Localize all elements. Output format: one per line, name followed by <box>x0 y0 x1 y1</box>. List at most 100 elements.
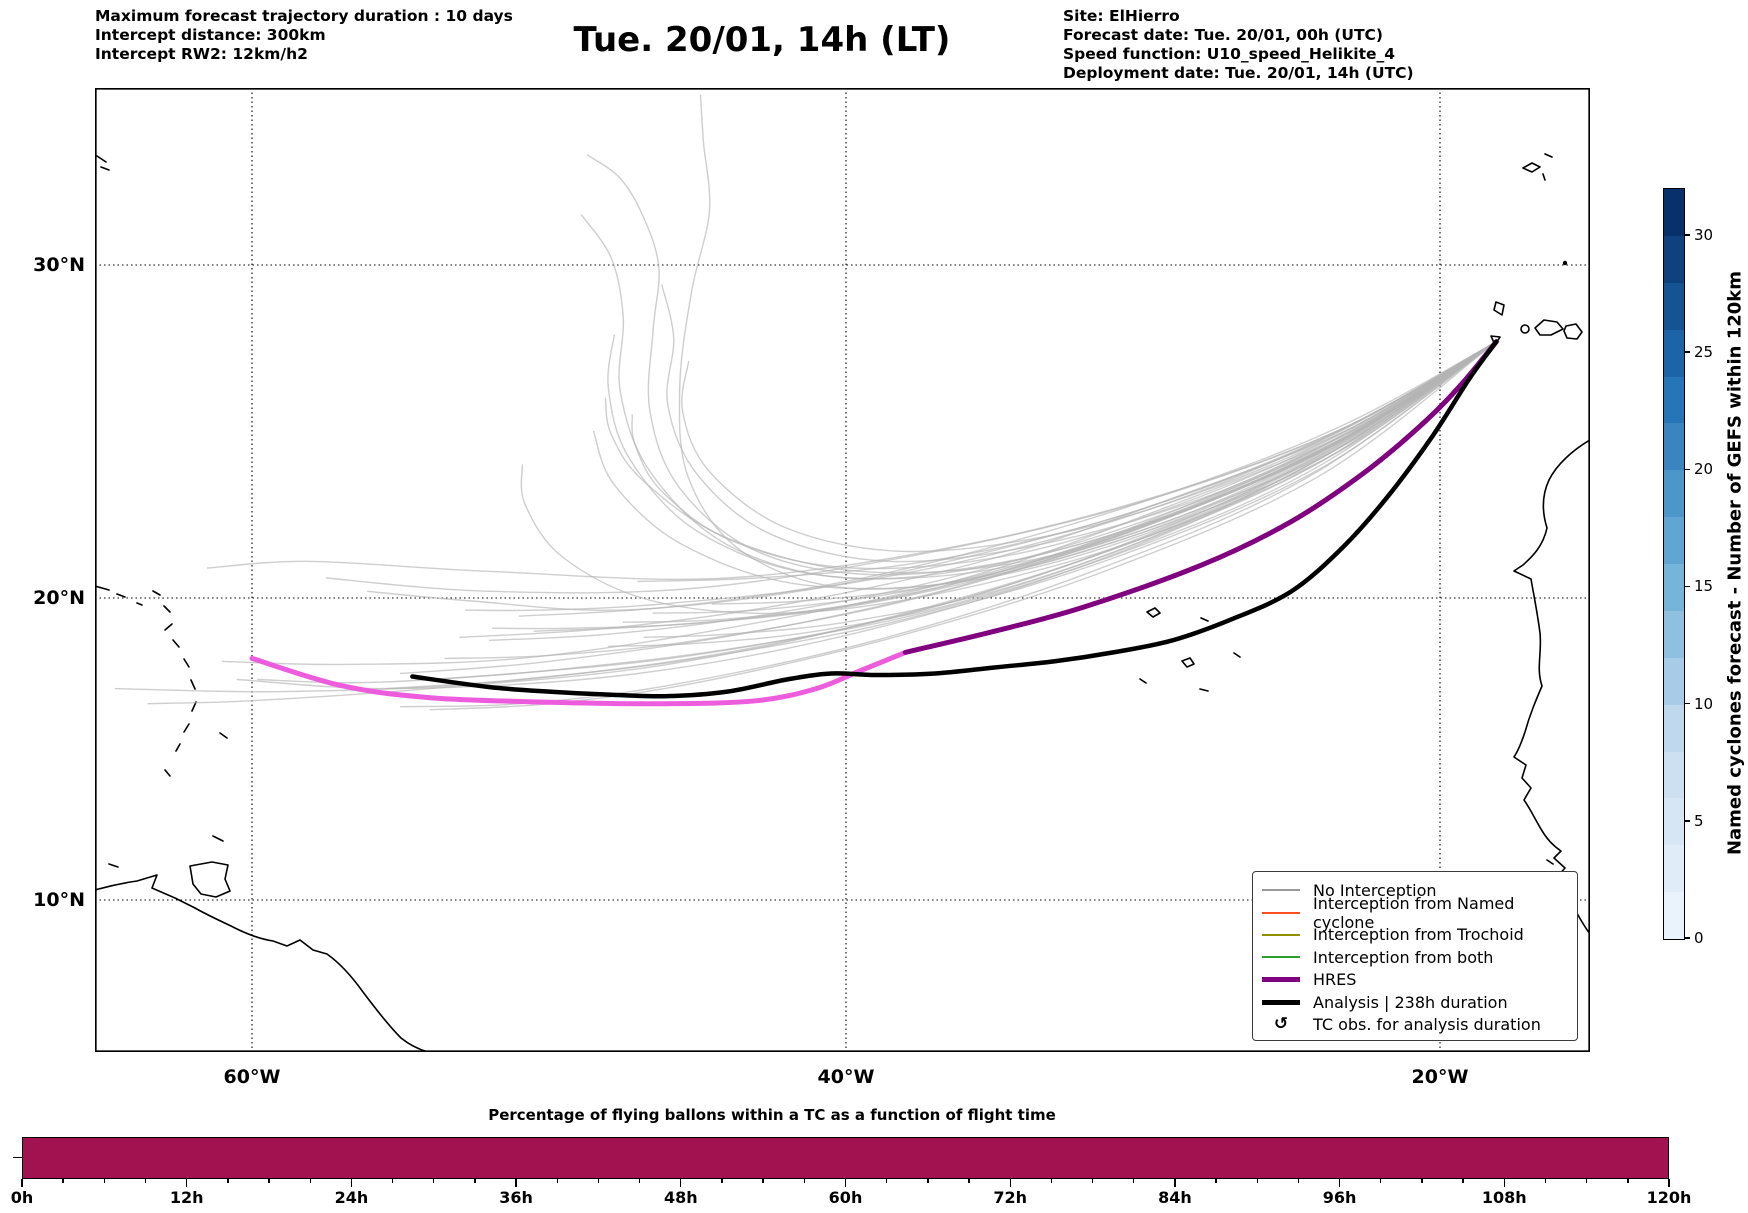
bottom-x-tick-label: 0h <box>10 1188 34 1207</box>
bottom-minor-tick <box>433 1179 435 1183</box>
intercept-rw2-line: Intercept RW2: 12km/h2 <box>95 45 308 63</box>
tc-obs-icon: ↺ <box>1262 1016 1300 1033</box>
legend-item: Interception from both <box>1262 946 1569 968</box>
bottom-minor-tick <box>103 1179 106 1183</box>
y-tick-label: 10°N <box>33 889 85 911</box>
bottom-minor-tick <box>1256 1179 1258 1183</box>
ensemble-trajectory <box>678 94 1498 590</box>
bottom-major-tick <box>21 1179 23 1187</box>
max-duration-line: Maximum forecast trajectory duration : 1… <box>95 7 513 25</box>
analysis-line <box>410 339 1499 699</box>
bottom-major-tick <box>186 1179 188 1187</box>
colorbar-band <box>1664 657 1684 705</box>
ensemble-trajectory <box>518 340 1498 617</box>
y-tick-label: 20°N <box>33 587 85 609</box>
colorbar-band <box>1664 844 1684 893</box>
ensemble-trajectory <box>221 340 1498 666</box>
ensemble-trajectory <box>592 340 1498 590</box>
ensemble-trajectory <box>399 340 1498 675</box>
speed-function-line: Speed function: U10_speed_Helikite_4 <box>1063 45 1396 63</box>
ensemble-trajectory <box>681 340 1498 553</box>
bottom-minor-tick <box>1462 1179 1464 1183</box>
coastlines <box>95 153 1590 1052</box>
ensemble-trajectory <box>631 340 1498 570</box>
ensemble-trajectory <box>384 340 1498 690</box>
bottom-minor-tick <box>1091 1179 1094 1183</box>
bottom-minor-tick <box>1544 1179 1547 1183</box>
legend-label: Interception from Trochoid <box>1313 925 1524 945</box>
coast-margarita <box>108 863 119 868</box>
colorbar-band <box>1664 891 1684 939</box>
colorbar-band <box>1664 329 1684 377</box>
x-tick-label: 60°W <box>223 1066 281 1088</box>
bottom-chart-ytick <box>13 1157 22 1159</box>
bottom-minor-tick <box>1050 1179 1053 1183</box>
colorbar-tick-label: 10 <box>1694 694 1714 713</box>
legend-line-swatch <box>1262 933 1300 936</box>
bottom-minor-tick <box>721 1179 723 1183</box>
bottom-minor-tick <box>391 1179 394 1183</box>
legend-label: HRES <box>1313 970 1357 990</box>
colorbar-tick-mark <box>1684 820 1690 822</box>
ensemble-trajectory <box>399 340 1498 708</box>
legend-label: No Interception <box>1313 880 1437 900</box>
bottom-minor-tick <box>927 1179 929 1183</box>
hres-extension-line <box>249 649 908 707</box>
map-canvas <box>95 88 1590 1052</box>
colorbar-band <box>1664 235 1684 283</box>
coast-tobago <box>212 835 224 842</box>
ensemble-trajectory <box>622 340 1498 623</box>
intercept-distance-line: Intercept distance: 300km <box>95 26 326 44</box>
legend-label: Interception from Named cyclone <box>1313 893 1515 932</box>
ensemble-trajectory <box>711 340 1498 605</box>
legend-line <box>1262 999 1300 1005</box>
bottom-x-tick-label: 108h <box>1481 1188 1527 1207</box>
bottom-minor-tick <box>803 1179 806 1183</box>
coast-pr-vi <box>95 585 143 606</box>
bottom-x-tick-label: 24h <box>334 1188 369 1207</box>
ensemble-trajectory <box>581 214 1498 580</box>
colorbar-tick-label: 25 <box>1694 343 1714 362</box>
colorbar-tick-mark <box>1684 937 1690 939</box>
bottom-minor-tick <box>474 1179 476 1183</box>
bottom-minor-tick <box>1215 1179 1217 1183</box>
legend-line <box>1262 933 1300 936</box>
colorbar-tick-mark <box>1684 585 1690 588</box>
bottom-chart-title: Percentage of flying ballons within a TC… <box>488 1106 1056 1124</box>
legend-line-swatch <box>1262 977 1300 983</box>
bottom-minor-tick <box>309 1179 311 1183</box>
ensemble-trajectory <box>586 154 1498 576</box>
map-border <box>95 88 1590 1052</box>
legend-item: ↺ TC obs. for analysis duration <box>1262 1013 1569 1035</box>
bottom-minor-tick <box>1297 1179 1300 1183</box>
legend-item: Interception from Trochoid <box>1262 924 1569 946</box>
coast-south-america <box>95 874 429 1052</box>
bottom-major-tick <box>515 1179 517 1187</box>
bottom-minor-tick <box>1133 1179 1135 1183</box>
coast-africa <box>1513 439 1590 935</box>
legend-line <box>1262 889 1300 892</box>
legend-line-swatch <box>1262 889 1300 892</box>
coast-tenerife <box>1534 319 1564 336</box>
deployment-date-line: Deployment date: Tue. 20/01, 14h (UTC) <box>1063 64 1414 82</box>
bottom-major-tick <box>1009 1179 1011 1187</box>
legend-line <box>1262 956 1300 959</box>
bottom-x-tick-label: 96h <box>1322 1188 1357 1207</box>
legend-item: HRES <box>1262 969 1569 991</box>
ensemble-trajectory <box>114 340 1498 693</box>
colorbar-band <box>1664 516 1684 564</box>
figure-title: Tue. 20/01, 14h (LT) <box>573 20 951 60</box>
colorbar-band <box>1664 704 1684 752</box>
bottom-minor-tick <box>556 1179 558 1183</box>
colorbar-label: Named cyclones forecast - Number of GEFS… <box>1724 270 1746 856</box>
coast-antilles <box>152 590 228 777</box>
bottom-major-tick <box>1503 1179 1505 1187</box>
bottom-major-tick <box>350 1179 353 1187</box>
colorbar-band <box>1664 376 1684 424</box>
colorbar-tick-mark <box>1684 351 1690 353</box>
colorbar-tick-label: 30 <box>1694 225 1714 244</box>
bottom-minor-tick <box>268 1179 270 1183</box>
legend-line <box>1262 977 1300 983</box>
colorbar-tick-mark <box>1684 234 1690 236</box>
colorbar-band <box>1664 751 1684 799</box>
